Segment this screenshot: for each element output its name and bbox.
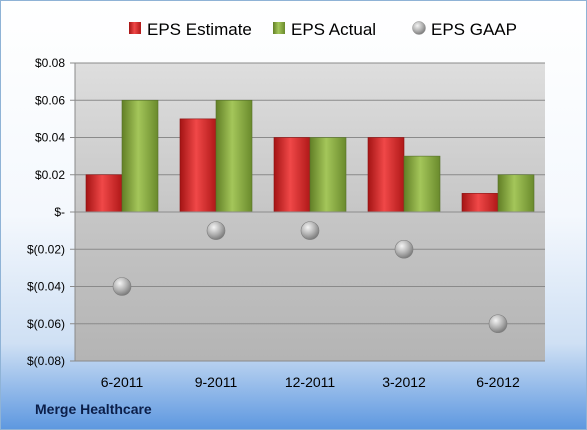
legend-gaap-swatch xyxy=(412,21,426,35)
y-tick-label: $0.02 xyxy=(35,168,65,182)
y-tick-label: $(0.06) xyxy=(27,317,65,331)
legend-actual-swatch xyxy=(273,22,285,34)
eps-estimate-bar xyxy=(85,174,123,213)
eps-estimate-bar xyxy=(273,137,311,213)
eps-gaap-marker xyxy=(488,314,508,334)
y-tick-label: $(0.02) xyxy=(27,242,65,256)
bars xyxy=(85,99,535,213)
y-tick-label: $- xyxy=(54,205,65,219)
legend-estimate-swatch xyxy=(129,22,141,34)
y-tick-label: $0.06 xyxy=(35,93,65,107)
gaap-markers xyxy=(112,221,508,334)
eps-gaap-marker xyxy=(394,239,414,259)
legend-label: EPS Estimate xyxy=(147,20,252,39)
eps-actual-bar xyxy=(121,99,159,213)
company-name: Merge Healthcare xyxy=(35,401,152,417)
x-tick-label: 12-2011 xyxy=(285,374,336,390)
legend: EPS Estimate EPS Actual EPS GAAP xyxy=(129,20,517,39)
eps-estimate-bar xyxy=(179,118,217,213)
y-tick-label: $0.08 xyxy=(35,56,65,70)
y-tick-label: $0.04 xyxy=(35,131,65,145)
eps-actual-bar xyxy=(309,137,347,213)
x-tick-label: 3-2012 xyxy=(382,374,426,390)
eps-actual-bar xyxy=(403,155,441,213)
eps-actual-bar xyxy=(215,99,253,213)
x-axis-ticks: 6-2011 9-2011 12-2011 3-2012 6-2012 xyxy=(101,374,520,390)
x-tick-label: 9-2011 xyxy=(195,374,238,390)
x-tick-label: 6-2012 xyxy=(476,374,520,390)
y-tick-label: $(0.08) xyxy=(27,354,65,368)
y-tick-label: $(0.04) xyxy=(27,280,65,294)
y-axis-ticks: $0.08 $0.06 $0.04 $0.02 $- $(0.02) $(0.04) $(0.… xyxy=(27,56,76,368)
eps-estimate-bar xyxy=(461,193,499,213)
eps-actual-bar xyxy=(497,174,535,213)
legend-label: EPS GAAP xyxy=(431,20,517,39)
legend-label: EPS Actual xyxy=(291,20,376,39)
eps-gaap-marker xyxy=(300,221,320,240)
eps-gaap-marker xyxy=(206,221,226,240)
x-tick-label: 6-2011 xyxy=(101,374,144,390)
eps-gaap-marker xyxy=(112,277,132,296)
eps-estimate-bar xyxy=(367,137,405,213)
